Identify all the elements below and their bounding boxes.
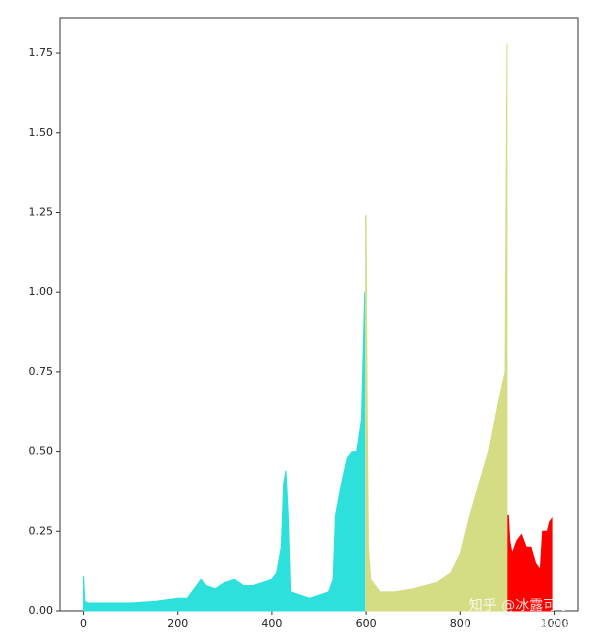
x-tick-label: 800 — [450, 617, 471, 630]
area — [507, 514, 553, 612]
y-tick-label: 0.25 — [29, 524, 54, 537]
watermark: 知乎 @冰露可乐 — [469, 597, 571, 614]
y-tick-label: 1.00 — [29, 285, 54, 298]
x-tick-label: 200 — [167, 617, 188, 630]
area — [83, 292, 366, 612]
y-tick-label: 0.75 — [29, 365, 54, 378]
y-tick-label: 1.25 — [29, 205, 54, 218]
y-tick-label: 0.00 — [29, 604, 54, 617]
x-tick-label: 0 — [80, 617, 87, 630]
x-tick-label: 400 — [261, 617, 282, 630]
y-tick-label: 1.75 — [29, 46, 54, 59]
y-tick-label: 0.50 — [29, 445, 54, 458]
area — [365, 43, 508, 612]
y-tick-label: 1.50 — [29, 126, 54, 139]
watermark: CSDN @冰露可乐 — [463, 616, 577, 632]
x-tick-label: 600 — [356, 617, 377, 630]
x-tick-label: 1000 — [540, 617, 568, 630]
